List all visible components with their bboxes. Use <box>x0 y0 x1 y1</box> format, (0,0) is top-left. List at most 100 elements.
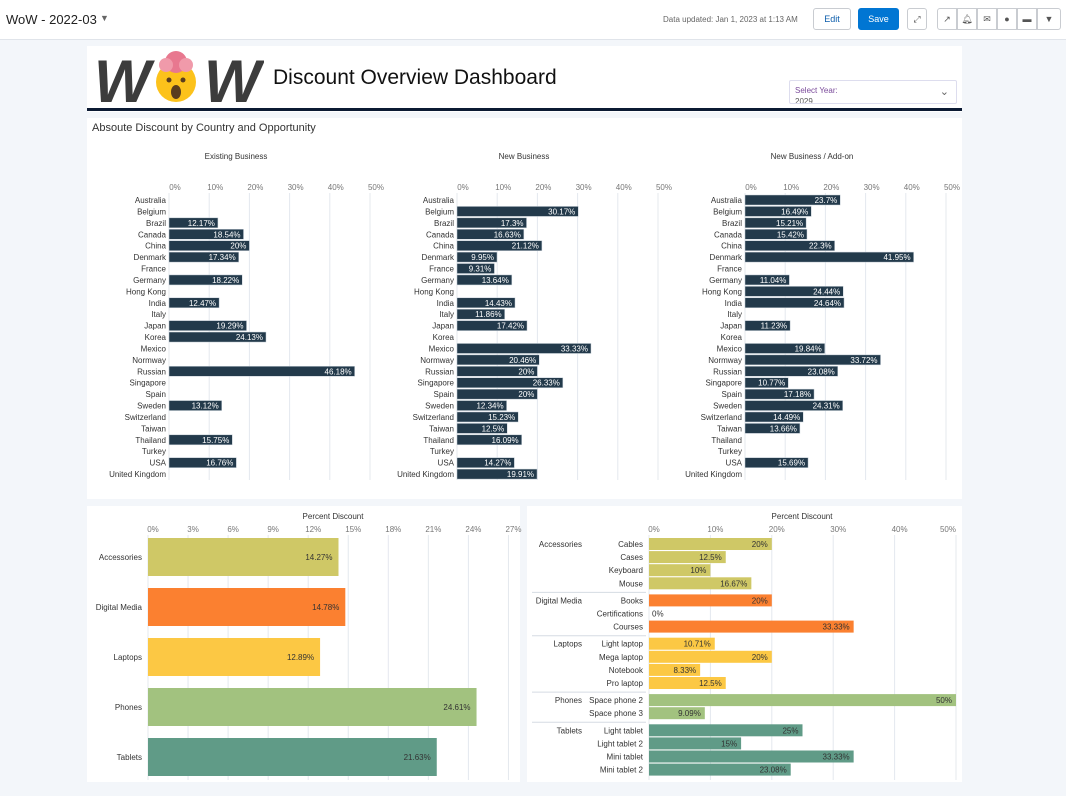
data-label: 24.31% <box>813 402 840 411</box>
category-label: Laptops <box>114 653 142 662</box>
category-label: Italy <box>727 310 742 319</box>
title-dropdown-icon[interactable]: ▼ <box>100 13 109 23</box>
bar <box>649 620 854 633</box>
comment-icon[interactable]: ● <box>997 8 1017 30</box>
data-label: 20% <box>752 653 768 662</box>
tick-label: 40% <box>904 183 920 192</box>
tick-label: 40% <box>616 183 632 192</box>
edit-button[interactable]: Edit <box>813 8 851 30</box>
category-label: Denmark <box>134 253 167 262</box>
category-label: India <box>725 299 743 308</box>
data-label: 16.63% <box>494 230 521 239</box>
bar <box>168 251 239 263</box>
bar <box>456 297 516 309</box>
category-label: Mexico <box>141 344 167 353</box>
year-select[interactable]: Select Year: 2029 ⌄ <box>789 80 957 104</box>
bar <box>744 251 914 263</box>
bar <box>168 331 267 343</box>
category-label: Digital Media <box>96 603 143 612</box>
group-label: Accessories <box>539 540 582 549</box>
category-label: Switzerland <box>413 413 454 422</box>
bar <box>456 217 527 229</box>
bar <box>456 274 513 286</box>
data-label: 13.66% <box>770 424 797 433</box>
product-label: Pro laptop <box>607 679 644 688</box>
category-label: France <box>429 265 454 274</box>
bar <box>456 343 592 354</box>
bar <box>649 663 701 676</box>
category-label: United Kingdom <box>109 470 166 479</box>
category-label: Japan <box>144 322 166 331</box>
data-label: 21.12% <box>512 242 539 251</box>
bar <box>744 240 835 251</box>
bar <box>649 637 715 650</box>
tick-label: 20% <box>247 183 263 192</box>
category-label: Korea <box>721 333 743 342</box>
folder-icon[interactable]: ▬ <box>1017 8 1037 30</box>
bar <box>168 400 222 411</box>
bar <box>744 320 791 331</box>
data-label: 23.08% <box>808 367 835 376</box>
product-label: Space phone 3 <box>589 709 643 718</box>
data-label: 12.5% <box>482 424 505 433</box>
bar <box>744 411 804 423</box>
data-label: 12.17% <box>188 219 215 228</box>
fullscreen-icon[interactable]: ⤢ <box>907 8 927 30</box>
product-label: Light tablet 2 <box>597 739 643 748</box>
mail-icon[interactable]: ✉ <box>977 8 997 30</box>
bar <box>649 650 772 663</box>
category-label: Switzerland <box>125 413 166 422</box>
bar <box>744 274 790 286</box>
bar <box>649 577 752 590</box>
chart-subtitle: New Business / Add-on <box>771 152 854 161</box>
save-button[interactable]: Save <box>858 8 899 30</box>
data-label: 26.33% <box>533 379 560 388</box>
data-label: 14.49% <box>773 413 800 422</box>
product-label: Light laptop <box>602 640 644 649</box>
bar <box>649 551 726 564</box>
header-panel <box>87 46 962 112</box>
category-label: Taiwan <box>429 424 454 433</box>
tick-label: 40% <box>892 525 908 534</box>
select-value: 2029 <box>795 97 813 104</box>
category-label: India <box>149 299 167 308</box>
category-label: Spain <box>722 390 742 399</box>
category-label: Normway <box>132 356 166 365</box>
category-label: Accessories <box>99 553 142 562</box>
bar <box>744 400 843 411</box>
category-label: Singapore <box>418 379 455 388</box>
product-label: Mini tablet 2 <box>600 766 644 775</box>
data-label: 19.84% <box>795 344 822 353</box>
tick-label: 50% <box>368 183 384 192</box>
tick-label: 40% <box>328 183 344 192</box>
data-label: 0% <box>652 610 664 619</box>
tick-label: 10% <box>495 183 511 192</box>
product-label: Notebook <box>609 666 644 675</box>
bar <box>456 468 538 480</box>
share-icon[interactable]: ↗ <box>937 8 957 30</box>
product-label: Cases <box>620 553 643 562</box>
bar <box>744 286 844 297</box>
category-label: Russian <box>425 367 454 376</box>
data-label: 20% <box>518 367 534 376</box>
bar <box>456 206 579 217</box>
data-label: 20% <box>752 540 768 549</box>
bar <box>649 724 803 737</box>
data-label: 19.29% <box>216 322 243 331</box>
tick-label: 9% <box>267 525 279 534</box>
data-label: 12.34% <box>476 402 503 411</box>
group-label: Digital Media <box>536 596 583 605</box>
bar <box>744 343 826 354</box>
tick-label: 50% <box>940 525 956 534</box>
category-label: Thailand <box>423 436 454 445</box>
category-label: USA <box>438 459 455 468</box>
data-label: 13.64% <box>482 276 509 285</box>
bar <box>456 423 508 434</box>
bar <box>148 688 477 726</box>
country-chart-panel <box>87 118 962 499</box>
bell-icon[interactable]: 🔔︎ <box>957 8 977 30</box>
data-label: 22.3% <box>809 242 832 251</box>
more-dropdown-icon[interactable]: ▼ <box>1037 8 1061 30</box>
bar <box>148 638 321 676</box>
bar <box>168 240 250 251</box>
